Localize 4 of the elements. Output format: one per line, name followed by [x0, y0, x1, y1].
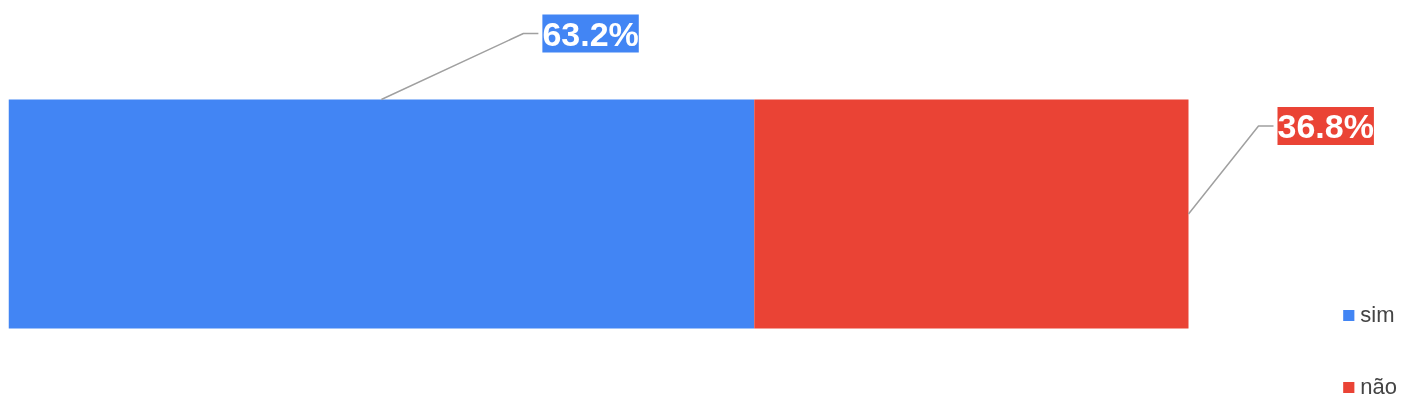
- data-label: 63.2%: [542, 14, 639, 53]
- legend-label: não: [1360, 374, 1397, 400]
- data-label: 36.8%: [1277, 107, 1374, 145]
- legend-label: sim: [1360, 302, 1395, 328]
